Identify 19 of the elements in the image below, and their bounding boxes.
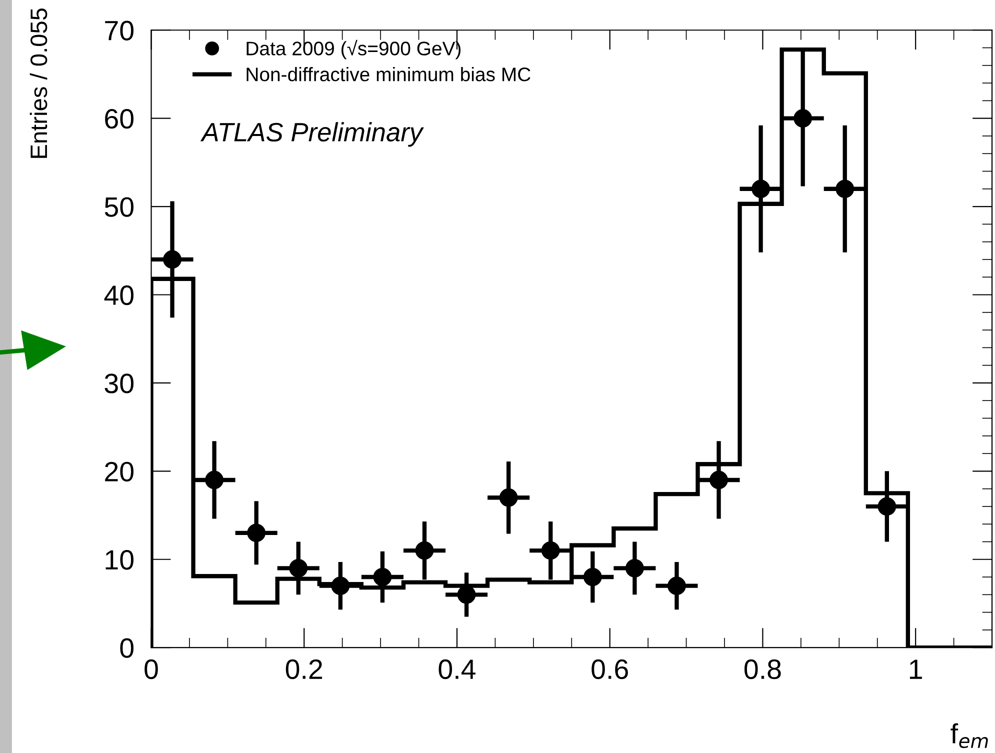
y-tick-label: 60	[105, 108, 134, 129]
annotation: ATLAS Preliminary	[200, 122, 424, 147]
x-tick-label: 0.2	[286, 659, 322, 680]
y-tick-label: 10	[106, 550, 134, 570]
legend-label: Non-diffractive minimum bias MC	[246, 67, 530, 82]
y-tick-label: 30	[104, 374, 134, 394]
x-tick-label: 0.6	[592, 659, 628, 680]
y-tick-label: 0	[120, 638, 134, 658]
x-tick-label: 0	[144, 659, 158, 680]
x-tick-label: 0.4	[438, 659, 476, 680]
y-tick-label: 70	[105, 20, 134, 40]
y-tick-label: 20	[105, 462, 134, 482]
legend-label: Data 2009 (√s=900 GeV)	[246, 40, 461, 60]
x-tick-label: 0.8	[744, 659, 781, 680]
y-axis-title: Entries / 0.055	[30, 8, 48, 158]
x-tick-label: 1	[910, 660, 922, 679]
y-tick-label: 50	[104, 197, 134, 217]
y-tick-label: 40	[104, 285, 134, 306]
x-axis-title: f$_{em}$	[950, 723, 988, 748]
